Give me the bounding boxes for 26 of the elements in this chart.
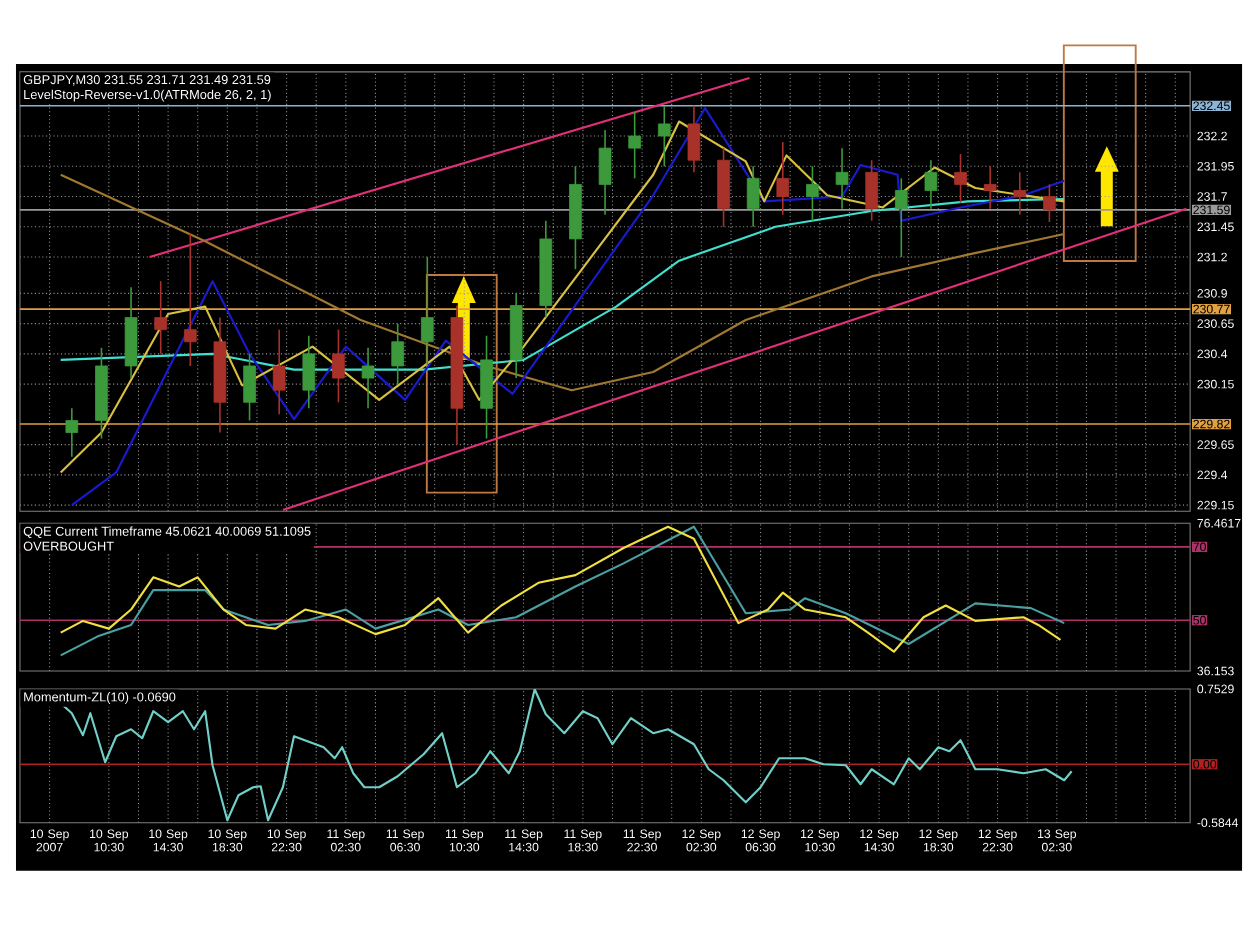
- candlestick: [628, 110, 641, 179]
- candlestick: [420, 256, 434, 367]
- candlestick: [894, 177, 908, 258]
- candlestick: [183, 231, 197, 367]
- candlestick: [806, 165, 819, 222]
- candlestick: [835, 147, 849, 210]
- candlestick: [391, 322, 405, 385]
- candlestick: [657, 104, 671, 167]
- candlestick: [598, 128, 612, 216]
- candlestick: [332, 328, 345, 403]
- candlestick: [954, 153, 967, 204]
- candlestick: [361, 346, 375, 409]
- candlestick: [776, 141, 790, 216]
- candlestick: [154, 280, 168, 355]
- candlestick: [865, 159, 878, 222]
- candlestick: [243, 352, 256, 421]
- line-series: [59, 173, 1066, 391]
- candlestick: [1013, 171, 1027, 216]
- candlestick: [687, 104, 701, 173]
- candlestick: [65, 407, 79, 458]
- candlestick: [924, 159, 938, 210]
- candlestick: [272, 328, 286, 415]
- candlestick: [1043, 183, 1056, 223]
- candlestick: [302, 334, 316, 409]
- candlestick: [983, 165, 997, 210]
- candlestick: [746, 165, 760, 228]
